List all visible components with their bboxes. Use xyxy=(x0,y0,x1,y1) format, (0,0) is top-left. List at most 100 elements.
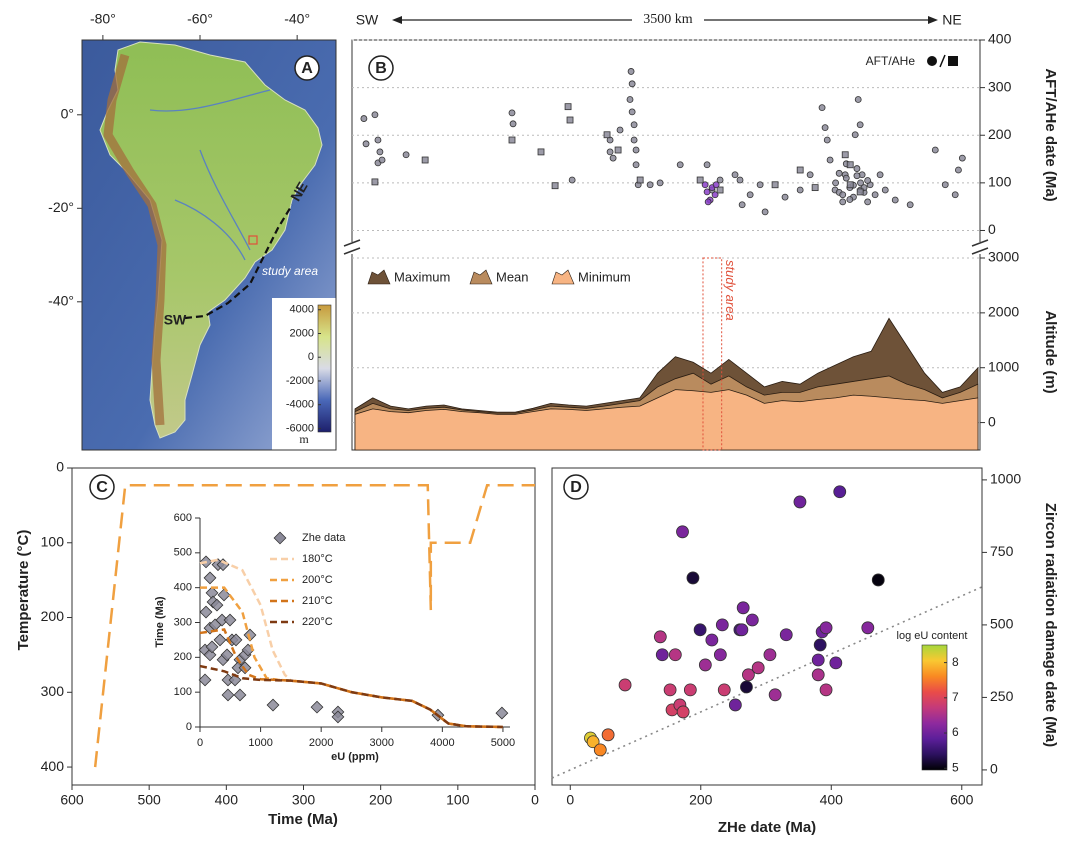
point xyxy=(841,151,849,159)
point xyxy=(537,148,545,156)
y-tick-label: -20° xyxy=(48,199,74,215)
point xyxy=(663,683,677,697)
point xyxy=(551,182,559,190)
x-tick-label: 200 xyxy=(369,792,393,808)
y-tick-label: 0 xyxy=(988,413,996,429)
y-tick-label: 1000 xyxy=(990,471,1021,487)
point xyxy=(793,495,807,509)
x-tick-label: 5000 xyxy=(491,737,515,749)
y-tick-label: 3000 xyxy=(988,249,1019,265)
point xyxy=(713,648,727,662)
point xyxy=(768,688,782,702)
legend-swatch xyxy=(551,269,575,285)
point xyxy=(630,136,638,144)
point xyxy=(779,628,793,642)
legend-label: Mean xyxy=(496,269,529,284)
y-axis-title: AFT/AHe date (Ma) xyxy=(1042,68,1059,201)
colorbar-tick-label: -4000 xyxy=(286,399,314,411)
point xyxy=(627,68,635,75)
point xyxy=(839,198,847,206)
point xyxy=(864,198,872,206)
y-tick-label: 200 xyxy=(988,126,1012,142)
x-tick-label: -40° xyxy=(284,11,310,27)
y-tick-label: 100 xyxy=(41,533,65,549)
point xyxy=(217,588,231,602)
y-tick-label: 100 xyxy=(988,174,1012,190)
thermal-path xyxy=(93,483,535,768)
colorbar-tick-label: 6 xyxy=(952,725,959,739)
point xyxy=(813,638,827,652)
point xyxy=(811,184,819,192)
x-tick-label: 4000 xyxy=(430,737,454,749)
colorbar-tick-label: 4000 xyxy=(290,304,314,316)
point xyxy=(630,121,638,129)
y-tick-label: -40° xyxy=(48,293,74,309)
model-curve xyxy=(199,664,503,729)
legend-square xyxy=(948,56,958,66)
point xyxy=(618,678,632,692)
point xyxy=(742,668,755,682)
point xyxy=(871,573,885,587)
point xyxy=(628,108,636,116)
point xyxy=(716,186,724,194)
point xyxy=(796,186,804,194)
point xyxy=(811,653,825,667)
point xyxy=(853,172,861,180)
point xyxy=(374,136,382,144)
y-tick-label: 600 xyxy=(174,512,192,524)
point xyxy=(853,165,861,172)
point xyxy=(210,598,224,612)
andes xyxy=(103,53,167,426)
point xyxy=(603,131,611,139)
y-tick-label: 400 xyxy=(988,31,1012,47)
point xyxy=(632,161,640,169)
point xyxy=(421,156,429,164)
point xyxy=(715,618,729,632)
point xyxy=(656,179,664,187)
point xyxy=(273,531,287,545)
point xyxy=(751,661,765,675)
legend-label: 180°C xyxy=(302,553,333,565)
point xyxy=(653,630,667,644)
point xyxy=(331,710,345,724)
point xyxy=(819,683,833,697)
y-tick-label: 200 xyxy=(41,608,65,624)
point xyxy=(586,735,600,749)
point xyxy=(243,628,257,642)
point xyxy=(636,176,644,184)
x-tick-label: 200 xyxy=(689,792,713,808)
arrow-head xyxy=(928,16,938,24)
study-area-label: study area xyxy=(723,260,738,321)
point xyxy=(628,80,636,88)
y-tick-label: 250 xyxy=(990,688,1014,704)
point xyxy=(223,613,237,627)
point xyxy=(703,188,711,196)
point xyxy=(941,181,949,189)
legend-swatch xyxy=(367,269,391,285)
y-tick-label: 0° xyxy=(61,106,74,122)
point xyxy=(693,623,707,637)
point xyxy=(205,640,219,654)
x-tick-label: 600 xyxy=(950,792,974,808)
point xyxy=(846,161,854,169)
point xyxy=(698,658,712,672)
y-tick-label: 0 xyxy=(186,721,192,733)
legend-swatch xyxy=(469,269,493,285)
point xyxy=(626,96,634,103)
y-tick-label: 200 xyxy=(174,651,192,663)
point xyxy=(958,154,966,162)
point xyxy=(632,146,640,154)
point xyxy=(736,176,744,184)
distance-label: 3500 km xyxy=(643,12,693,27)
point xyxy=(835,169,843,177)
point xyxy=(609,154,617,162)
y-tick-label: 500 xyxy=(174,547,192,559)
point xyxy=(568,176,576,184)
profile-line xyxy=(184,204,293,320)
point xyxy=(310,700,324,714)
legend-label: 200°C xyxy=(302,574,333,586)
y-tick-label: 2000 xyxy=(988,304,1019,320)
point xyxy=(266,698,280,712)
y-tick-label: 0 xyxy=(990,761,998,777)
point xyxy=(614,146,622,154)
